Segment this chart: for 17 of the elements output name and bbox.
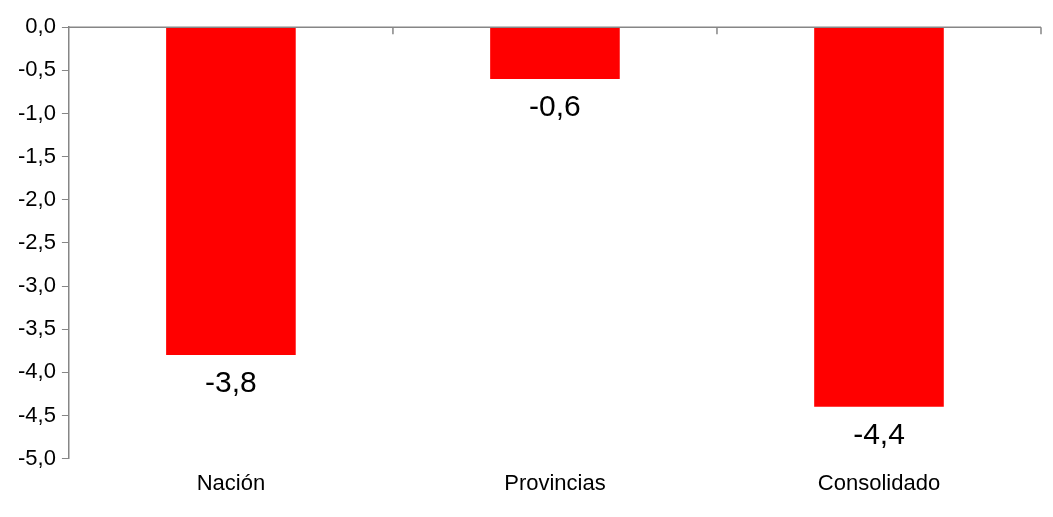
y-tick-label: -3,5 xyxy=(17,315,56,341)
y-tick-label: -4,0 xyxy=(17,358,56,384)
data-label: -4,4 xyxy=(853,417,905,451)
y-tick-label: -3,0 xyxy=(17,272,56,298)
y-tick-label: 0,0 xyxy=(25,13,56,39)
y-tick-label: -1,5 xyxy=(17,142,56,168)
y-tick-label: -4,5 xyxy=(17,401,56,427)
x-tick-label: Consolidado xyxy=(817,469,941,495)
x-tick-label: Provincias xyxy=(504,469,606,495)
y-tick-label: -1,0 xyxy=(17,99,56,125)
data-label: -0,6 xyxy=(529,89,581,123)
y-tick-label: -0,5 xyxy=(17,56,56,82)
x-tick-label: Nación xyxy=(196,469,266,495)
y-tick-label: -2,0 xyxy=(17,185,56,211)
y-tick-label: -2,5 xyxy=(17,228,56,254)
data-label: -3,8 xyxy=(205,365,257,399)
y-tick-label: -5,0 xyxy=(17,444,56,470)
